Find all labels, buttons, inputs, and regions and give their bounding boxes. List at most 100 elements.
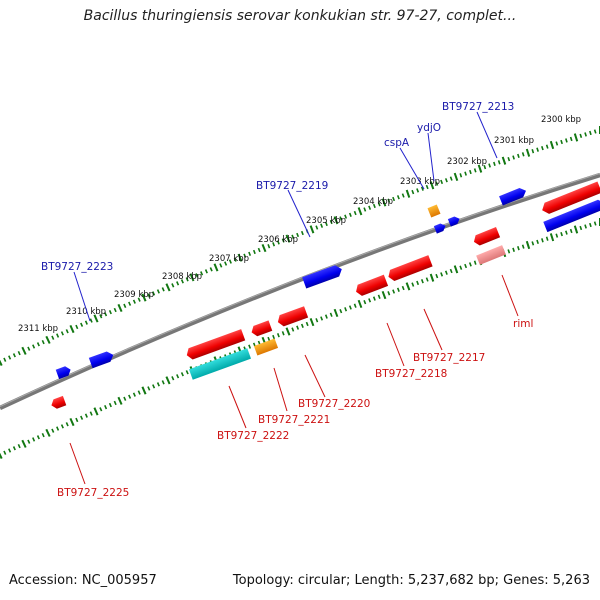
- gene-bt9727-2222-red[interactable]: [185, 329, 246, 361]
- gene-bt9727-2213-rev[interactable]: [472, 227, 501, 247]
- map-title: Bacillus thuringiensis serovar konkukian…: [83, 8, 517, 24]
- gene-label-bt9727-2220[interactable]: BT9727_2220: [298, 398, 370, 410]
- tick-mark: [200, 271, 204, 276]
- gene-reverse-1[interactable]: [540, 181, 600, 215]
- tick-mark: [512, 155, 515, 160]
- tick-mark: [69, 417, 75, 427]
- gene-bt9727-2218[interactable]: [354, 274, 389, 298]
- tick-mark: [296, 325, 300, 330]
- gene-bt9727-2223[interactable]: [88, 350, 115, 369]
- gene-label-bt9727-2218[interactable]: BT9727_2218: [375, 368, 447, 380]
- tick-mark: [99, 407, 103, 412]
- tick-mark: [104, 404, 108, 410]
- tick-mark: [541, 238, 544, 243]
- tick-mark: [589, 130, 592, 136]
- gene-bt9727-2220[interactable]: [276, 306, 309, 328]
- tick-mark: [281, 238, 285, 243]
- tick-mark: [429, 181, 435, 190]
- gene-label-bt9727-2221[interactable]: BT9727_2221: [258, 414, 330, 426]
- tick-mark: [267, 336, 271, 342]
- gene-cspa[interactable]: [433, 222, 447, 234]
- tick-mark: [477, 164, 483, 173]
- gene-label-bt9727-2219[interactable]: BT9727_2219: [256, 180, 328, 192]
- tick-mark: [405, 282, 411, 291]
- kbp-label: 2301 kbp: [494, 136, 534, 146]
- tick-mark: [531, 149, 535, 154]
- tick-mark: [36, 342, 40, 347]
- tick-mark: [507, 249, 511, 254]
- tick-mark: [152, 291, 156, 296]
- tick-mark: [89, 318, 93, 323]
- tick-mark: [501, 156, 507, 165]
- tick-mark: [45, 335, 51, 344]
- tick-mark: [291, 234, 295, 239]
- gene-label-bt9727-2217[interactable]: BT9727_2217: [413, 352, 485, 364]
- tick-mark: [84, 413, 88, 418]
- tick-mark: [473, 168, 477, 173]
- topology-summary: Topology: circular; Length: 5,237,682 bp…: [232, 573, 590, 588]
- tick-mark: [353, 303, 357, 308]
- gene-label-bt9727-2222[interactable]: BT9727_2222: [217, 430, 289, 442]
- gene-label-bt9727-2213[interactable]: BT9727_2213: [442, 101, 514, 113]
- tick-mark: [257, 247, 261, 253]
- tick-mark: [357, 207, 363, 216]
- tick-mark: [405, 189, 411, 198]
- tick-mark: [209, 267, 213, 272]
- tick-mark: [65, 422, 69, 427]
- tick-mark: [300, 323, 304, 328]
- kbp-label: 2302 kbp: [447, 157, 487, 167]
- gene-label-riml[interactable]: riml: [513, 318, 533, 330]
- gene-bt9727-2217[interactable]: [386, 255, 433, 282]
- tick-mark: [497, 160, 501, 165]
- tick-mark: [560, 231, 563, 237]
- gene-label-ydjo[interactable]: ydjO: [417, 122, 441, 134]
- gene-riml[interactable]: [476, 245, 506, 265]
- tick-mark: [17, 350, 21, 356]
- tick-mark: [573, 133, 579, 142]
- gene-forward-1[interactable]: [543, 198, 600, 233]
- tick-mark: [416, 280, 420, 286]
- tick-mark: [401, 193, 405, 198]
- tick-mark: [3, 450, 7, 455]
- tick-mark: [300, 230, 304, 236]
- tick-mark: [464, 171, 467, 176]
- tick-mark: [137, 390, 141, 395]
- kbp-label: 2308 kbp: [162, 272, 202, 282]
- gene-bt9727-2225[interactable]: [50, 395, 67, 410]
- tick-mark: [180, 279, 184, 284]
- tick-mark: [69, 324, 75, 334]
- gene-label-bt9727-2225[interactable]: BT9727_2225: [57, 487, 129, 499]
- tick-mark: [531, 241, 535, 246]
- tick-mark: [569, 228, 573, 234]
- gene-ydjo-orange[interactable]: [427, 204, 441, 218]
- forward-genes: [55, 186, 600, 380]
- tick-mark: [401, 285, 405, 291]
- tick-mark: [21, 346, 27, 355]
- tick-mark: [56, 333, 60, 338]
- tick-mark: [392, 196, 396, 202]
- gene-bt9727-2221[interactable]: [253, 338, 279, 356]
- tick-mark: [381, 290, 387, 300]
- tick-mark: [41, 432, 45, 438]
- gene-label-bt9727-2223[interactable]: BT9727_2223: [41, 261, 113, 273]
- tick-mark: [420, 279, 424, 284]
- tick-mark: [521, 244, 525, 249]
- gene-bt9727-2222[interactable]: [188, 348, 252, 380]
- tick-mark: [176, 281, 180, 286]
- gene-bt9727-2213[interactable]: [499, 186, 528, 206]
- tick-mark: [171, 283, 175, 288]
- tick-mark: [469, 169, 472, 175]
- gene-forward-2[interactable]: [55, 365, 73, 380]
- gene-ydjo[interactable]: [447, 215, 461, 227]
- tick-mark: [560, 139, 563, 145]
- gene-bt9727-2219[interactable]: [302, 264, 344, 289]
- gene-label-cspa[interactable]: cspA: [384, 137, 410, 149]
- tick-mark: [228, 259, 232, 264]
- kbp-label: 2300 kbp: [541, 115, 581, 125]
- tick-mark: [36, 435, 40, 440]
- tick-mark: [315, 225, 319, 230]
- tick-mark: [180, 372, 184, 377]
- tick-mark: [104, 312, 108, 317]
- tick-mark: [32, 437, 36, 442]
- gene-bt9727-2221-red[interactable]: [250, 320, 273, 337]
